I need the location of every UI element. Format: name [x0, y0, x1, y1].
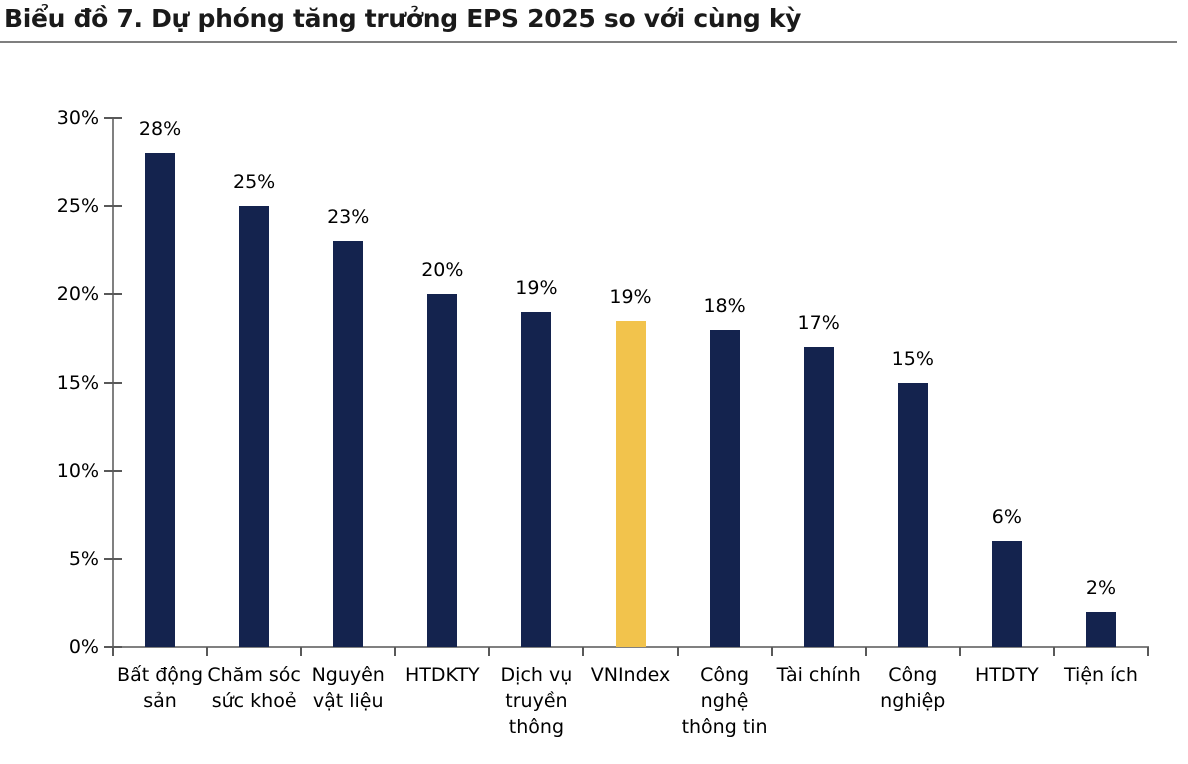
- bar-value-label: 23%: [327, 206, 370, 229]
- x-category-label: Công nghiệp: [880, 664, 946, 712]
- x-category-label: Dịch vụ truyền thông: [500, 664, 573, 738]
- x-tick-mark: [488, 647, 491, 656]
- x-category-label: Chăm sóc sức khoẻ: [207, 664, 301, 712]
- x-category-label: Tài chính: [776, 664, 861, 686]
- x-tick-mark: [300, 647, 303, 656]
- bar-2: [333, 241, 364, 647]
- bar-value-label: 17%: [797, 312, 840, 335]
- x-tick-mark: [770, 647, 773, 656]
- y-tick-label: 10%: [56, 459, 99, 482]
- bar-value-label: 19%: [609, 285, 652, 308]
- bar-10: [1085, 611, 1116, 647]
- x-tick-mark: [206, 647, 209, 656]
- y-tick-mark: [104, 205, 122, 208]
- x-tick-mark: [112, 647, 114, 656]
- bar-8: [897, 382, 928, 647]
- bar-9: [991, 541, 1022, 647]
- bar-4: [521, 311, 552, 647]
- bar-6: [709, 329, 740, 647]
- y-tick-label: 20%: [56, 283, 99, 306]
- bar-value-label: 19%: [515, 276, 558, 299]
- bar-value-label: 20%: [421, 259, 464, 282]
- y-tick-label: 30%: [56, 107, 99, 129]
- bar-1: [239, 206, 270, 647]
- bar-value-label: 2%: [1085, 576, 1117, 599]
- x-tick-mark: [582, 647, 585, 656]
- y-tick-mark: [104, 293, 122, 296]
- y-tick-label: 15%: [56, 371, 99, 394]
- bar-value-label: 18%: [703, 294, 746, 317]
- x-category-label: Bất động sản: [117, 664, 204, 712]
- y-tick-label: 0%: [68, 636, 99, 658]
- x-category-label: HTDKTY: [404, 664, 480, 686]
- x-category-label: VNIndex: [590, 664, 671, 686]
- bar-3: [427, 294, 458, 647]
- x-category-label: HTDTY: [974, 664, 1039, 686]
- x-category-label: Công nghệ thông tin: [681, 664, 768, 738]
- y-tick-label: 5%: [68, 547, 99, 570]
- x-tick-mark: [676, 647, 679, 656]
- x-category-label: Tiện ích: [1064, 664, 1138, 686]
- y-tick-mark: [104, 469, 122, 472]
- x-tick-mark: [864, 647, 867, 656]
- y-tick-mark: [104, 117, 122, 119]
- y-tick-mark: [104, 557, 122, 560]
- bar-value-label: 28%: [138, 118, 182, 141]
- bar-value-label: 6%: [991, 506, 1022, 529]
- y-tick-mark: [104, 381, 122, 384]
- x-category-label: Nguyên vật liệu: [311, 664, 385, 712]
- x-tick-mark: [958, 647, 961, 656]
- bar-value-label: 15%: [891, 347, 934, 370]
- x-tick-mark: [1052, 647, 1055, 656]
- y-tick-label: 25%: [56, 195, 99, 218]
- chart-title: Biểu đồ 7. Dự phóng tăng trưởng EPS 2025…: [4, 4, 802, 33]
- bar-7: [803, 347, 834, 647]
- bar-value-label: 25%: [233, 171, 276, 194]
- title-underline: [0, 41, 1177, 43]
- x-axis-line: [113, 646, 1149, 648]
- bar-vnindex-highlight: [615, 320, 646, 647]
- x-tick-mark: [394, 647, 397, 656]
- bar-0: [145, 153, 176, 647]
- x-tick-mark: [1147, 647, 1149, 656]
